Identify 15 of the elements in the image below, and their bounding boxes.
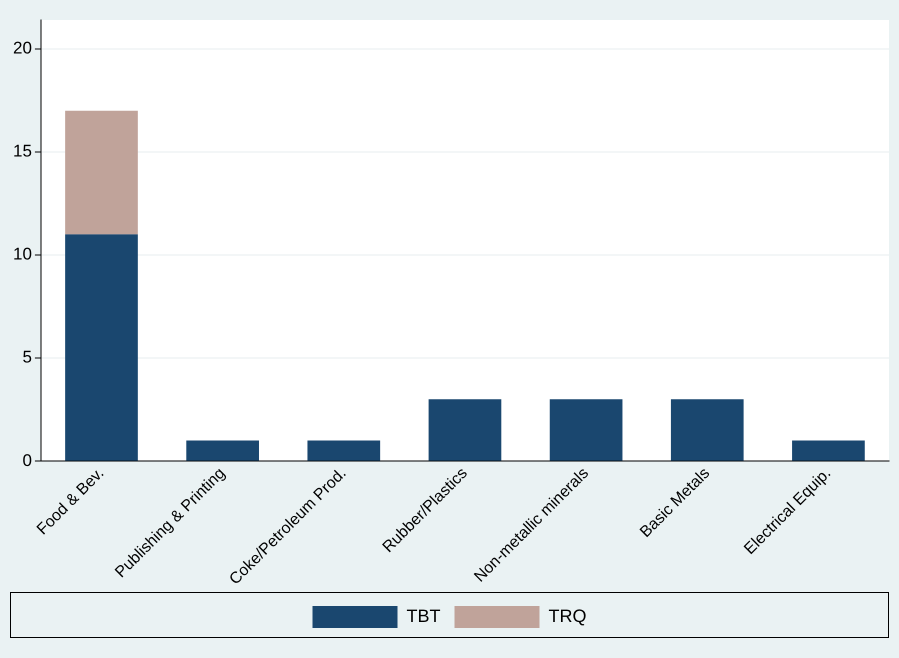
bar <box>670 399 744 461</box>
y-tick-label: 10 <box>12 244 32 264</box>
y-tick-label: 5 <box>22 348 32 367</box>
bar <box>186 440 259 461</box>
legend-label: TRQ <box>548 606 586 626</box>
bar <box>550 399 622 461</box>
legend-label: TBT <box>406 606 441 626</box>
bar <box>65 110 138 234</box>
y-tick-label: 15 <box>12 142 32 161</box>
bar <box>428 399 502 461</box>
bar <box>307 440 380 461</box>
bar <box>65 234 138 461</box>
y-tick-label: 20 <box>12 38 32 58</box>
bar <box>792 440 865 461</box>
y-tick-label: 0 <box>22 450 32 470</box>
